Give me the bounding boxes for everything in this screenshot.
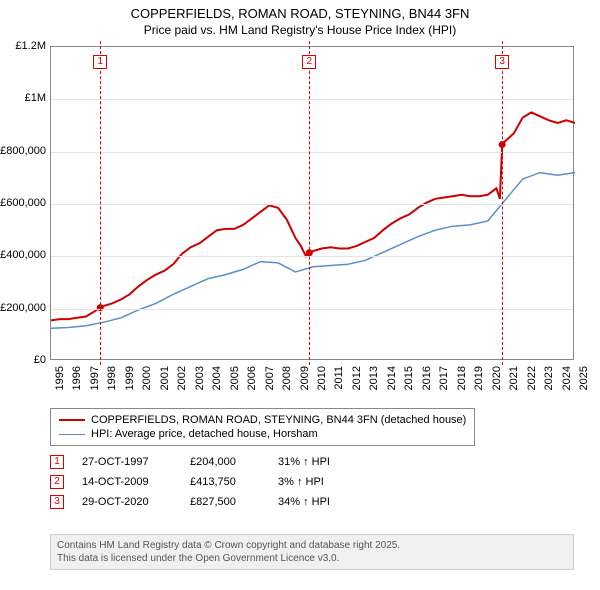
y-tick-label: £1M	[0, 92, 46, 104]
sale-row-marker: 2	[50, 475, 64, 489]
sale-row-price: £827,500	[190, 496, 260, 508]
x-tick-label: 2006	[246, 366, 258, 402]
x-tick-label: 1997	[89, 366, 101, 402]
x-tick-label: 2013	[368, 366, 380, 402]
x-tick-label: 2018	[456, 366, 468, 402]
sales-table: 1 27-OCT-1997 £204,000 31% ↑ HPI 2 14-OCT-200…	[50, 452, 358, 512]
sale-row-diff: 3% ↑ HPI	[278, 476, 358, 488]
sale-row: 2 14-OCT-2009 £413,750 3% ↑ HPI	[50, 472, 358, 492]
y-tick-label: £400,000	[0, 249, 46, 261]
x-tick-label: 2010	[316, 366, 328, 402]
sale-row-price: £204,000	[190, 456, 260, 468]
x-tick-label: 2001	[159, 366, 171, 402]
chart-subtitle: Price paid vs. HM Land Registry's House …	[0, 23, 600, 41]
legend-label: COPPERFIELDS, ROMAN ROAD, STEYNING, BN44…	[91, 414, 466, 426]
x-tick-label: 2008	[281, 366, 293, 402]
legend-label: HPI: Average price, detached house, Hors…	[91, 428, 318, 440]
x-tick-label: 2022	[526, 366, 538, 402]
x-tick-label: 2024	[561, 366, 573, 402]
sale-marker-line	[309, 41, 310, 365]
y-tick-label: £0	[0, 354, 46, 366]
gridline-h	[51, 204, 573, 205]
x-tick-label: 2015	[403, 366, 415, 402]
x-tick-label: 1998	[106, 366, 118, 402]
x-tick-label: 1996	[71, 366, 83, 402]
sale-row: 3 29-OCT-2020 £827,500 34% ↑ HPI	[50, 492, 358, 512]
chart-container: COPPERFIELDS, ROMAN ROAD, STEYNING, BN44…	[0, 0, 600, 590]
x-tick-label: 2005	[229, 366, 241, 402]
x-tick-label: 2023	[543, 366, 555, 402]
x-tick-label: 2012	[351, 366, 363, 402]
x-tick-label: 2000	[141, 366, 153, 402]
x-tick-label: 2019	[473, 366, 485, 402]
x-tick-label: 1999	[124, 366, 136, 402]
legend-swatch	[59, 434, 85, 435]
x-tick-label: 2004	[211, 366, 223, 402]
x-tick-label: 2025	[578, 366, 590, 402]
sale-marker-label: 2	[302, 55, 316, 69]
footer-line1: Contains HM Land Registry data © Crown c…	[57, 539, 567, 552]
gridline-h	[51, 99, 573, 100]
gridline-h	[51, 152, 573, 153]
sale-row-date: 27-OCT-1997	[82, 456, 172, 468]
y-tick-label: £200,000	[0, 302, 46, 314]
chart-title: COPPERFIELDS, ROMAN ROAD, STEYNING, BN44…	[0, 0, 600, 23]
gridline-h	[51, 256, 573, 257]
x-tick-label: 2003	[194, 366, 206, 402]
y-tick-label: £1.2M	[0, 40, 46, 52]
x-tick-label: 2002	[176, 366, 188, 402]
legend-swatch	[59, 419, 85, 421]
sale-marker-label: 1	[93, 55, 107, 69]
legend-item: HPI: Average price, detached house, Hors…	[59, 427, 466, 441]
plot-area: 1 2 3	[50, 46, 574, 360]
sale-row-diff: 31% ↑ HPI	[278, 456, 358, 468]
x-tick-label: 2014	[386, 366, 398, 402]
x-tick-label: 1995	[54, 366, 66, 402]
sale-row-price: £413,750	[190, 476, 260, 488]
x-tick-label: 2011	[333, 366, 345, 402]
x-tick-label: 2007	[264, 366, 276, 402]
series-line	[51, 112, 575, 320]
sale-marker-line	[100, 41, 101, 365]
sale-row: 1 27-OCT-1997 £204,000 31% ↑ HPI	[50, 452, 358, 472]
x-tick-label: 2016	[421, 366, 433, 402]
footer-line2: This data is licensed under the Open Gov…	[57, 552, 567, 565]
x-tick-label: 2017	[438, 366, 450, 402]
gridline-h	[51, 309, 573, 310]
sale-row-date: 29-OCT-2020	[82, 496, 172, 508]
sale-row-marker: 1	[50, 455, 64, 469]
x-tick-label: 2009	[299, 366, 311, 402]
y-tick-label: £600,000	[0, 197, 46, 209]
sale-row-date: 14-OCT-2009	[82, 476, 172, 488]
y-tick-label: £800,000	[0, 145, 46, 157]
legend: COPPERFIELDS, ROMAN ROAD, STEYNING, BN44…	[50, 408, 475, 446]
sale-row-diff: 34% ↑ HPI	[278, 496, 358, 508]
sale-marker-label: 3	[495, 55, 509, 69]
footer-attribution: Contains HM Land Registry data © Crown c…	[50, 534, 574, 570]
sale-marker-line	[502, 41, 503, 365]
legend-item: COPPERFIELDS, ROMAN ROAD, STEYNING, BN44…	[59, 413, 466, 427]
sale-row-marker: 3	[50, 495, 64, 509]
x-tick-label: 2021	[508, 366, 520, 402]
x-tick-label: 2020	[491, 366, 503, 402]
